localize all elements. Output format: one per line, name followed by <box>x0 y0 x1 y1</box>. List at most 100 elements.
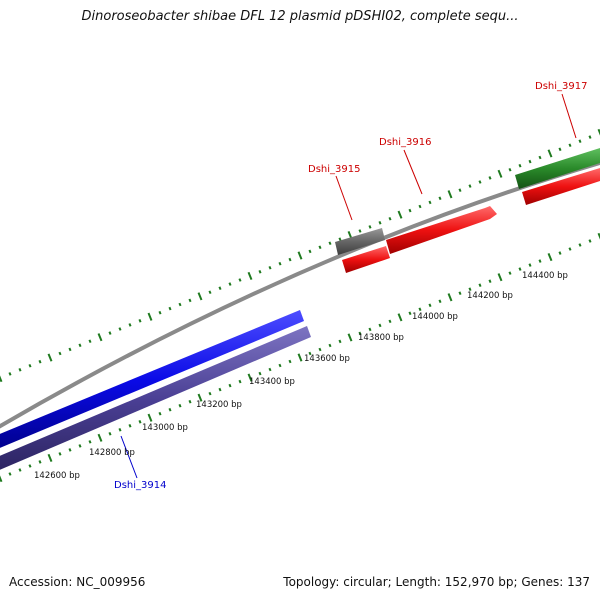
gene-feature-gray[interactable] <box>335 228 385 255</box>
tick-mark <box>68 347 72 352</box>
tick-mark <box>408 208 412 213</box>
tick-mark <box>218 286 222 290</box>
tick-mark <box>597 128 600 136</box>
tick-mark <box>147 413 153 422</box>
tick-mark <box>518 163 522 168</box>
tick-mark <box>397 210 403 219</box>
tick-mark <box>78 343 82 348</box>
tick-mark <box>58 351 62 356</box>
tick-mark <box>388 319 392 324</box>
tick-mark <box>497 169 503 178</box>
gene-feature-dshi-3916[interactable] <box>386 206 497 254</box>
scale-label: 142800 bp <box>89 448 135 458</box>
tick-mark <box>558 147 562 152</box>
tick-mark <box>0 475 3 483</box>
scale-label: 144000 bp <box>412 312 458 322</box>
tick-mark <box>538 155 542 160</box>
inner-tick-ring <box>0 232 600 483</box>
tick-mark <box>508 271 512 275</box>
gene-label-dshi-3915[interactable]: Dshi_3915 <box>308 164 360 175</box>
tick-mark <box>368 327 372 332</box>
tick-mark <box>188 298 192 303</box>
gene-label-dshi-3914[interactable]: Dshi_3914 <box>114 480 166 491</box>
tick-mark <box>78 444 82 448</box>
tick-mark <box>138 420 142 424</box>
scale-label: 142600 bp <box>34 471 80 481</box>
tick-mark <box>308 351 312 356</box>
gene-label-dshi-3916[interactable]: Dshi_3916 <box>379 137 431 148</box>
tick-mark <box>438 196 442 201</box>
tick-mark <box>488 279 492 283</box>
tick-mark <box>238 278 242 282</box>
tick-mark <box>328 241 332 246</box>
tick-mark <box>118 327 122 331</box>
tick-mark <box>228 383 232 388</box>
tick-mark <box>208 391 212 396</box>
tick-mark <box>168 306 172 311</box>
tick-mark <box>318 245 322 250</box>
gene-feature-dshi-3915[interactable] <box>342 246 390 273</box>
tick-mark <box>318 347 322 352</box>
tick-mark <box>458 291 462 295</box>
tick-mark <box>8 472 12 476</box>
scale-labels: 142600 bp 142800 bp 143000 bp 143200 bp … <box>34 271 568 481</box>
tick-mark <box>158 310 162 315</box>
tick-mark <box>28 464 32 468</box>
scale-label: 144400 bp <box>522 271 568 281</box>
tick-mark <box>418 204 422 209</box>
tick-mark <box>28 363 32 368</box>
tick-mark <box>8 372 12 376</box>
gene-feature-dshi-3917[interactable] <box>522 168 600 205</box>
tick-mark <box>228 282 232 286</box>
tick-mark <box>428 303 432 308</box>
tick-mark <box>347 333 353 342</box>
tick-mark <box>338 339 342 344</box>
tick-mark <box>278 261 282 266</box>
tick-mark <box>128 424 132 428</box>
tick-mark <box>328 343 332 348</box>
tick-mark <box>297 353 303 362</box>
tick-mark <box>308 249 312 254</box>
tick-mark <box>388 216 392 221</box>
tick-mark <box>547 149 553 158</box>
tick-mark <box>578 139 582 143</box>
gene-feature-dshi-3914[interactable] <box>0 326 311 474</box>
tick-mark <box>447 293 453 302</box>
gene-feature-blue[interactable] <box>0 310 304 452</box>
tick-mark <box>18 468 22 472</box>
tick-mark <box>578 243 582 247</box>
leader-line-dshi-3917 <box>561 93 577 139</box>
tick-mark <box>568 143 572 148</box>
tick-mark <box>568 247 572 251</box>
tick-mark <box>497 273 503 282</box>
gene-label-dshi-3917[interactable]: Dshi_3917 <box>535 81 587 92</box>
tick-mark <box>588 135 592 139</box>
tick-mark <box>138 319 142 323</box>
tick-mark <box>597 232 600 240</box>
tick-mark <box>97 333 103 342</box>
leader-line-dshi-3914 <box>120 435 138 479</box>
gene-feature-green[interactable] <box>515 148 600 189</box>
tick-mark <box>447 190 453 199</box>
tick-mark <box>358 331 362 336</box>
tick-mark <box>18 368 22 372</box>
tick-mark <box>197 292 203 301</box>
leader-line-dshi-3916 <box>403 149 423 195</box>
tick-mark <box>168 407 172 412</box>
tick-mark <box>547 253 553 262</box>
scale-label: 143600 bp <box>304 354 350 364</box>
tick-mark <box>118 428 122 432</box>
tick-mark <box>378 323 382 328</box>
tick-mark <box>258 270 262 274</box>
tick-mark <box>268 367 272 372</box>
tick-mark <box>297 251 303 260</box>
topology-summary: Topology: circular; Length: 152,970 bp; … <box>283 575 590 589</box>
tick-mark <box>258 371 262 376</box>
tick-mark <box>428 200 432 205</box>
tick-mark <box>488 176 492 180</box>
tick-mark <box>0 375 3 383</box>
tick-mark <box>247 271 253 280</box>
tick-mark <box>358 229 362 233</box>
tick-mark <box>418 307 422 312</box>
